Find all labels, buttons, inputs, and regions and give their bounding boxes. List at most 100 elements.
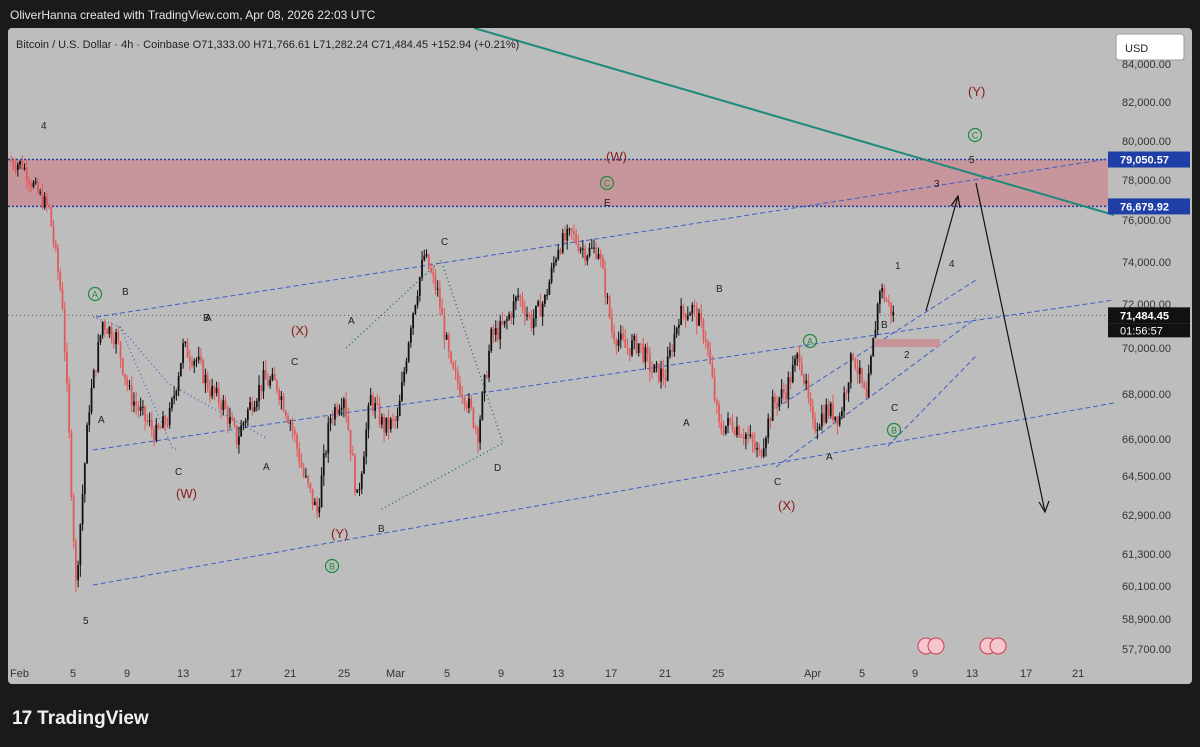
currency-button[interactable]: USD [1115, 33, 1185, 61]
candle [648, 347, 651, 382]
candle-body [441, 307, 444, 315]
candle-body [724, 425, 727, 434]
candle [695, 302, 698, 335]
candle [537, 299, 540, 307]
candle-body [867, 373, 870, 398]
candle [238, 426, 240, 454]
arrow-head [1038, 500, 1050, 514]
wave-label: (X) [778, 498, 795, 513]
candle-body [465, 404, 468, 409]
candle-body [162, 416, 164, 428]
candle [184, 340, 187, 348]
candle-body [597, 253, 600, 259]
candle [389, 416, 392, 433]
candle [876, 302, 879, 335]
candle [414, 304, 417, 316]
candle [646, 342, 649, 363]
tradingview-logo[interactable]: 17 TradingView [12, 708, 149, 730]
candle [313, 498, 316, 506]
candle [771, 389, 774, 421]
date-tick: 21 [1072, 668, 1084, 680]
candle [202, 358, 205, 385]
candle-body [581, 248, 584, 250]
candle [561, 228, 564, 255]
candle-body [729, 418, 732, 423]
candle [434, 269, 437, 296]
candle-body [193, 360, 196, 366]
candle-body [691, 304, 694, 314]
candle [14, 158, 17, 176]
candle-body [677, 324, 680, 328]
candle [311, 488, 314, 511]
candle [195, 357, 198, 368]
channel-line [92, 299, 1115, 451]
candle [796, 351, 799, 366]
wave-label: (W) [606, 149, 627, 164]
candle-body [610, 317, 613, 332]
candle [476, 425, 479, 454]
candle-body [606, 296, 609, 298]
candle [677, 318, 680, 336]
candle [849, 352, 852, 389]
candle [816, 422, 819, 440]
candle-body [702, 320, 705, 340]
candle [106, 327, 109, 334]
candle [456, 365, 459, 391]
candle-body [892, 311, 895, 316]
candle-body [204, 374, 207, 384]
candle [334, 403, 336, 426]
candle-body [316, 501, 318, 513]
projection-arrow-down [975, 182, 1046, 513]
candle-body [878, 291, 881, 304]
candle-body [12, 161, 15, 167]
candle-body [50, 207, 53, 227]
candle-body [334, 407, 336, 420]
candle [48, 203, 50, 210]
candle [70, 429, 73, 501]
candle [863, 380, 866, 389]
candle-body [226, 408, 229, 424]
candle [686, 306, 689, 322]
candle [255, 398, 258, 412]
candle [351, 446, 354, 456]
candle [135, 391, 138, 416]
candle [166, 417, 169, 429]
candle-body [648, 353, 651, 372]
candle [175, 389, 178, 401]
candle-body [179, 363, 182, 377]
candle-body [468, 398, 470, 409]
candle-body [95, 370, 97, 372]
candle-body [537, 301, 540, 306]
candle [182, 338, 184, 369]
candle [740, 433, 743, 438]
date-tick: 13 [177, 668, 189, 680]
candle [852, 353, 854, 362]
candle [608, 294, 611, 320]
candle [704, 330, 707, 349]
candle [95, 370, 97, 378]
chart-panel[interactable]: 4 5 A B C (W) (X) (Y) A B C D A B C (W) E A B C (X) A B C A 1 2 3 4 5… [8, 28, 1192, 684]
price-tick: 68,000.00 [1122, 389, 1171, 401]
gap-box [874, 339, 940, 347]
candle [150, 411, 153, 437]
candle-body [785, 392, 787, 400]
candle-body [369, 395, 372, 406]
wave-label: 3 [934, 179, 940, 190]
candle [881, 283, 884, 299]
candle [651, 361, 653, 379]
candle-body [260, 385, 263, 392]
event-marker-icon [917, 637, 945, 655]
candle-body [666, 356, 669, 381]
candle [387, 409, 390, 440]
candle [126, 374, 129, 392]
candle [713, 368, 716, 403]
candle [568, 227, 571, 236]
candle-body [385, 417, 388, 433]
candle-body [700, 313, 703, 321]
candle-body [794, 358, 796, 366]
candle-body [595, 247, 598, 259]
candle [510, 311, 513, 325]
candle-body [378, 403, 381, 425]
candle-body [43, 196, 46, 208]
price-chart[interactable]: 45ABC(W)(X)(Y)ABCDABC(W)EABC(X)ABCA12345… [8, 28, 1192, 684]
